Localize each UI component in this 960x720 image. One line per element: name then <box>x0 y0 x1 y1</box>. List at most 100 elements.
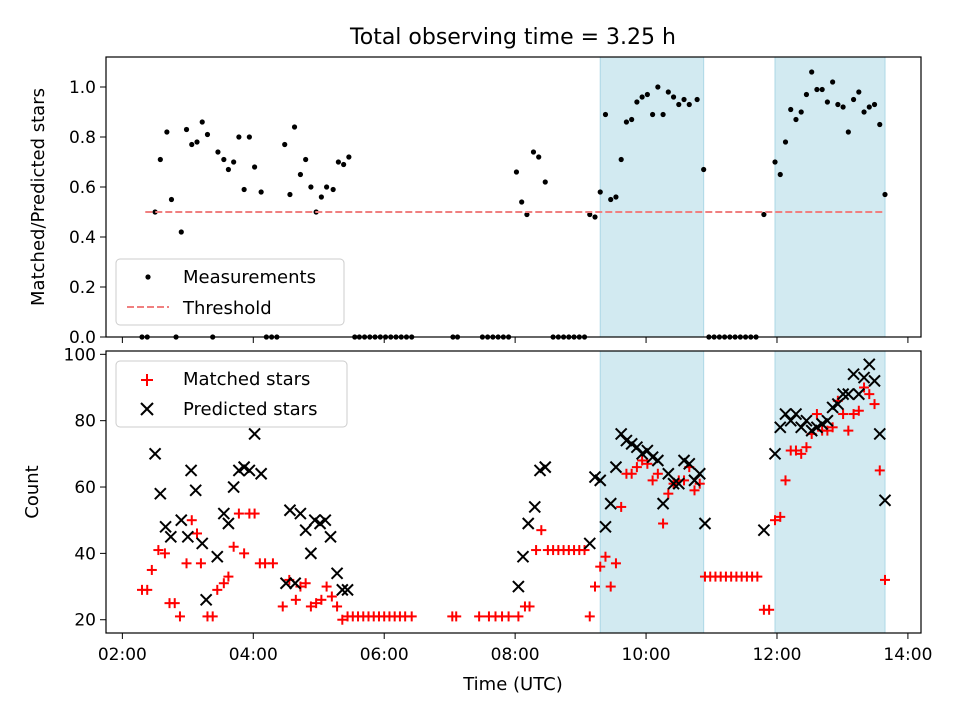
y-tick-label: 60 <box>74 478 96 498</box>
measurement-point <box>231 159 237 165</box>
predicted-point <box>148 447 162 461</box>
measurement-point <box>335 159 341 165</box>
matched-point <box>796 448 807 459</box>
predicted-point <box>199 593 213 607</box>
predicted-point <box>604 497 617 510</box>
predicted-point <box>175 513 188 527</box>
y-tick-label: 0.8 <box>69 128 96 148</box>
measurement-point <box>694 96 700 103</box>
y-tick-label: 0.0 <box>69 328 96 348</box>
matched-point <box>223 571 234 582</box>
measurement-point <box>236 134 242 140</box>
matched-point <box>616 501 627 512</box>
matched-point <box>775 511 786 522</box>
measurement-point <box>324 184 330 190</box>
figure-title: Total observing time = 3.25 h <box>349 25 676 50</box>
predicted-point <box>768 447 782 461</box>
predicted-point <box>304 547 318 560</box>
measurement-point <box>871 101 878 108</box>
predicted-point <box>222 517 235 530</box>
matched-point <box>864 389 875 400</box>
measurement-point <box>519 199 525 205</box>
matched-point <box>326 591 337 602</box>
matched-point <box>822 425 833 436</box>
y-tick-label: 1.0 <box>69 78 96 98</box>
matched-point <box>600 551 611 562</box>
measurement-point <box>608 196 614 203</box>
top-shaded-intervals <box>599 56 886 338</box>
matched-point <box>181 558 192 569</box>
predicted-point <box>693 467 706 480</box>
matched-point <box>801 442 812 453</box>
predicted-point <box>667 477 680 490</box>
bottom-y-axis-label: Count <box>22 465 43 518</box>
matched-point <box>610 558 621 569</box>
measurement-point <box>246 134 252 140</box>
bottom-shaded-interval-1 <box>774 350 886 634</box>
matched-point <box>764 604 775 615</box>
x-tick-label: 06:00 <box>360 645 409 665</box>
top-legend: Measurements Threshold <box>115 258 345 326</box>
predicted-point <box>847 368 860 381</box>
measurement-point <box>856 89 862 95</box>
matched-point <box>853 405 864 416</box>
predicted-point <box>672 477 685 490</box>
matched-point <box>186 515 197 526</box>
predicted-point <box>243 464 256 477</box>
predicted-point <box>836 387 850 401</box>
matched-point <box>752 571 763 582</box>
measurement-point <box>318 194 324 200</box>
predicted-point <box>189 484 202 497</box>
predicted-point <box>294 507 307 520</box>
legend-threshold-label: Threshold <box>182 298 272 319</box>
measurement-point <box>644 91 650 98</box>
predicted-point <box>852 387 866 401</box>
top-axes-frame <box>105 56 922 338</box>
measurement-point <box>183 126 190 133</box>
measurement-point <box>840 104 846 110</box>
predicted-point <box>857 371 871 384</box>
measurement-point <box>798 109 804 115</box>
predicted-point <box>227 480 240 494</box>
measurement-point <box>215 149 221 155</box>
matched-point <box>239 548 250 559</box>
bottom-plot-area <box>137 358 892 625</box>
predicted-point <box>288 577 302 590</box>
matched-point <box>637 455 648 466</box>
predicted-point <box>842 387 855 401</box>
predicted-point <box>512 580 525 593</box>
predicted-point <box>878 494 892 507</box>
predicted-point <box>599 520 612 534</box>
measurement-point <box>204 131 211 138</box>
measurement-point <box>634 99 640 105</box>
predicted-point <box>539 460 552 474</box>
predicted-point <box>789 407 803 421</box>
bottom-y-axis: 20 40 60 80 100 <box>64 345 106 631</box>
predicted-point <box>698 517 712 530</box>
x-axis-label: Time (UTC) <box>462 674 563 695</box>
measurement-point <box>297 171 304 178</box>
measurement-point <box>152 209 158 215</box>
matched-point <box>195 558 206 569</box>
top-legend-box <box>115 258 345 326</box>
measurement-point <box>613 194 619 200</box>
measurement-point <box>623 119 630 125</box>
matched-point <box>305 601 316 612</box>
matched-point <box>513 611 524 622</box>
measurement-point <box>592 214 598 220</box>
matched-point <box>848 409 859 420</box>
measurement-point <box>587 211 593 218</box>
measurement-point <box>830 79 836 85</box>
predicted-point <box>656 497 670 510</box>
matched-point <box>811 409 822 420</box>
measurement-point <box>777 171 783 178</box>
matched-point <box>595 561 606 572</box>
predicted-point <box>516 550 530 563</box>
matched-point <box>290 594 301 605</box>
matched-point <box>300 578 311 589</box>
predicted-point <box>774 421 787 434</box>
measurement-point <box>536 154 542 160</box>
measurement-point <box>676 101 682 108</box>
x-tick-label: 14:00 <box>883 645 932 665</box>
measurement-point <box>282 141 288 148</box>
